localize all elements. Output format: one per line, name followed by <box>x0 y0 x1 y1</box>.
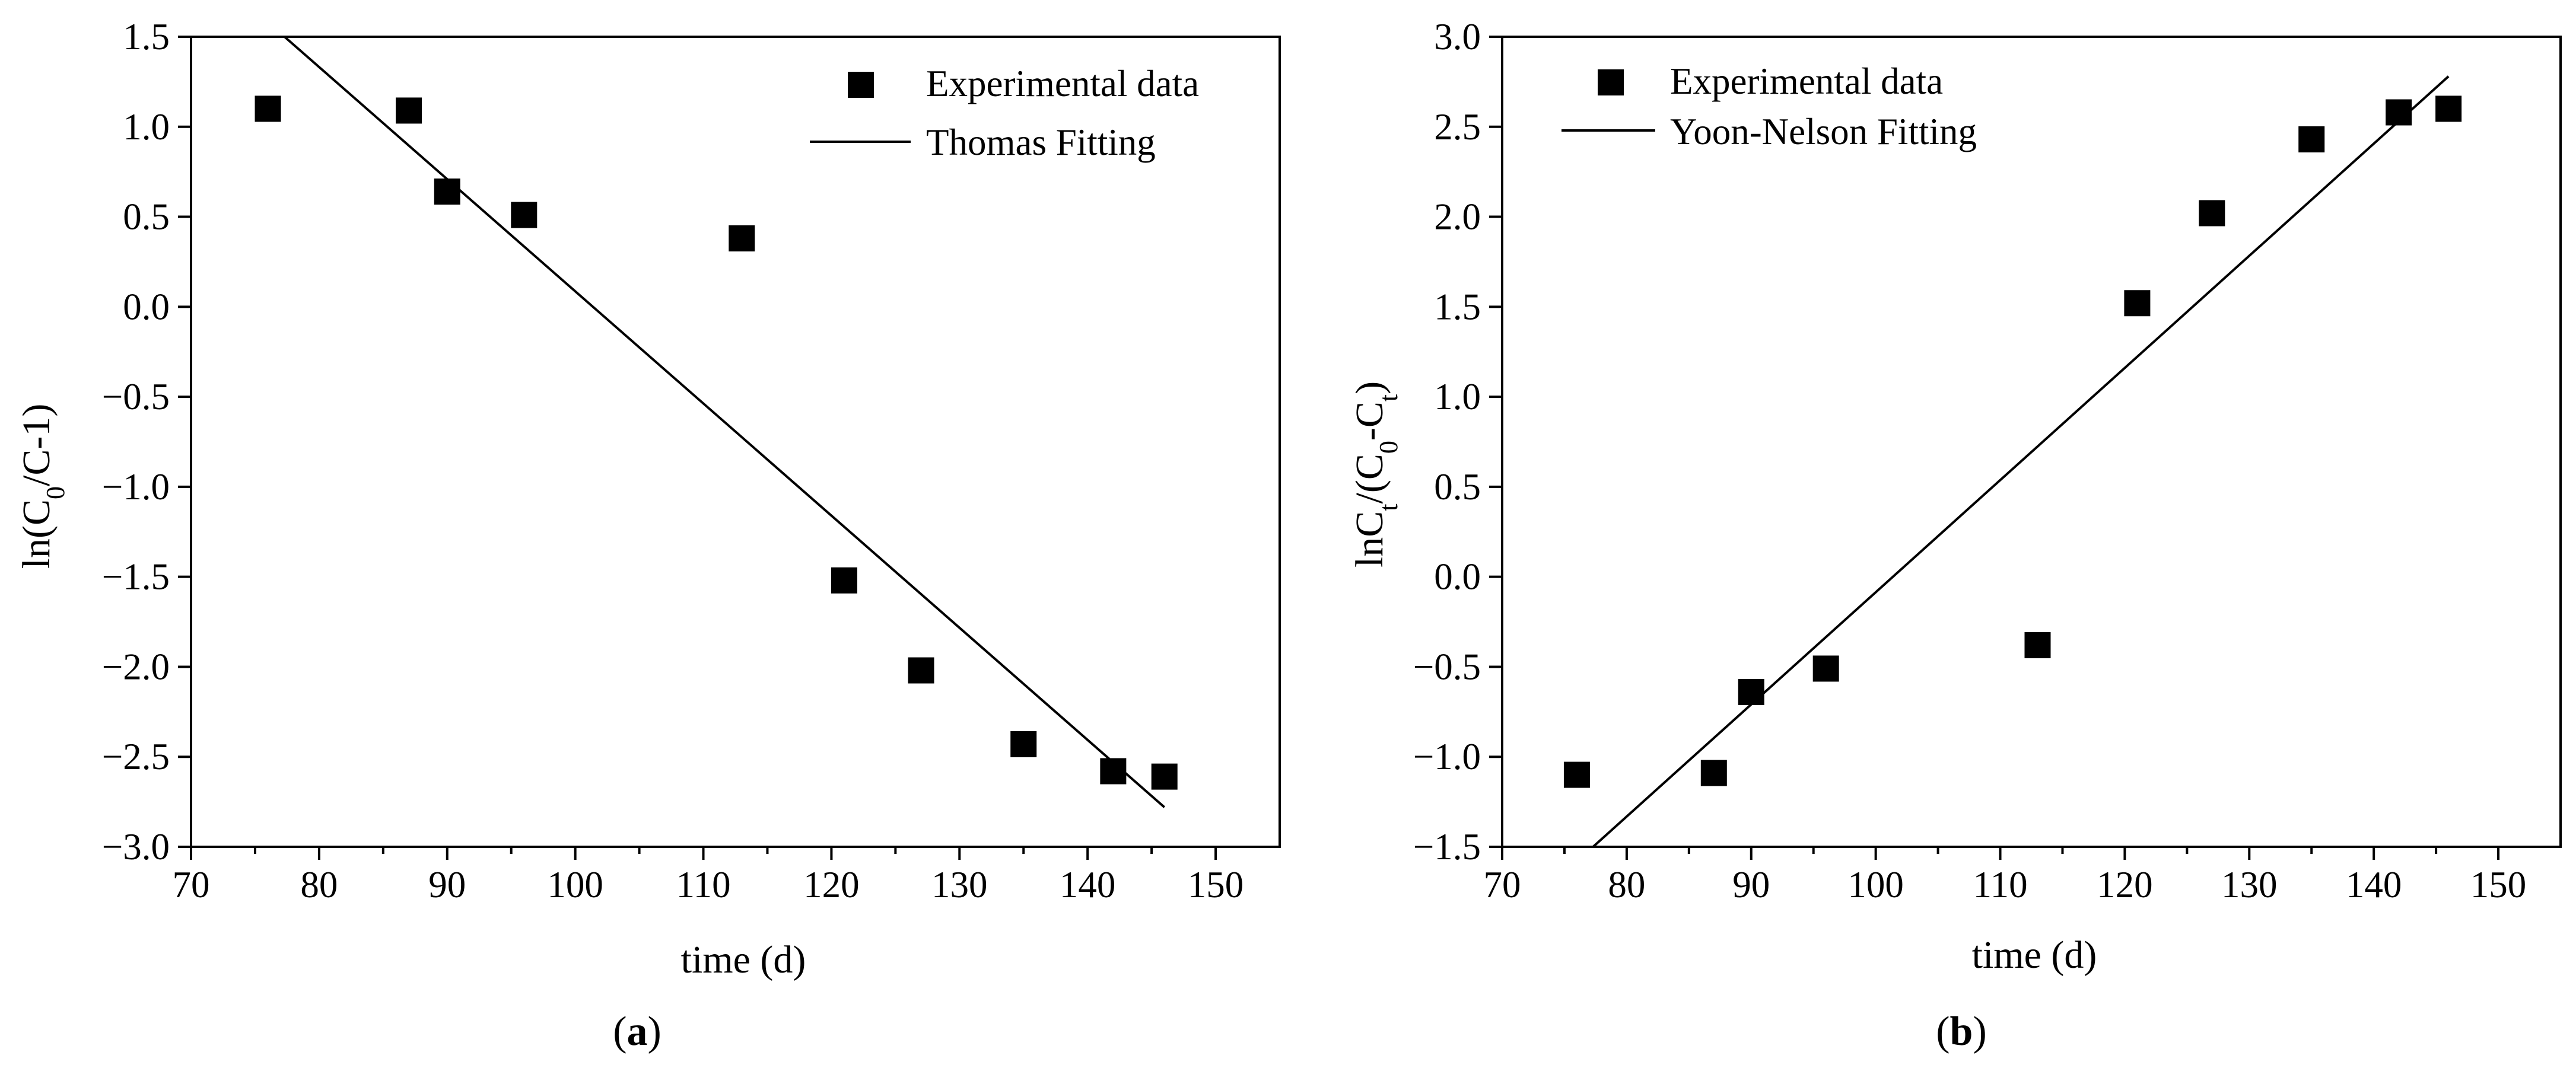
panel-b-x-tick-label: 100 <box>1847 864 1904 906</box>
panel-b-data-point <box>1700 760 1727 786</box>
panel-b-points-layer <box>1563 95 2462 788</box>
panel-b-y-tick-label: 3.0 <box>1434 16 1481 58</box>
panel-b-legend-marker-square <box>1598 69 1624 95</box>
panel-a-legend-label-experimental: Experimental data <box>926 63 1199 104</box>
panel-b-x-tick-label: 110 <box>1973 864 2027 906</box>
panel-a-data-point <box>1151 763 1178 790</box>
panel-b-y-tick-label: 0.0 <box>1434 556 1481 598</box>
panel-b-data-point <box>2386 99 2412 126</box>
panel-a-y-tick-label: 1.5 <box>123 16 170 58</box>
panel-a-data-point <box>729 225 755 251</box>
panel-a-y-axis-title: ln(C0/C-1) <box>15 404 70 569</box>
panel-b-legend-label-fit: Yoon-Nelson Fitting <box>1670 111 1977 152</box>
panel-a-x-axis-title: time (d) <box>681 938 806 981</box>
panel-b-plot-frame <box>1501 36 2562 848</box>
panel-b-y-tick-label: 0.5 <box>1434 466 1481 508</box>
panel-a-fit-line <box>284 36 1166 808</box>
panel-b-chart: 70 80 90 100 110 120 130 140 150 3.0 2.5 2.0 1.5 1.0 0… <box>1348 16 2562 1054</box>
panel-a-legend: Experimental data Thomas Fitting <box>810 63 1199 163</box>
panel-b-data-point <box>2024 632 2051 659</box>
panel-b-y-tick-label: 2.0 <box>1434 196 1481 238</box>
panel-b-data-point <box>2298 126 2325 153</box>
panel-b-data-point <box>2199 200 2225 227</box>
panel-a-data-point <box>434 178 460 205</box>
panel-a-y-tick-label: −1.5 <box>102 556 170 598</box>
panel-b-x-tick-label: 70 <box>1484 864 1521 906</box>
panel-a-y-tick-label: −3.0 <box>102 826 170 868</box>
panel-b-y-tick-label: −1.5 <box>1413 826 1481 868</box>
panel-a-x-tick-label: 90 <box>428 864 466 906</box>
panel-b-data-point <box>1812 655 1839 682</box>
panel-b-y-tick-label: 1.0 <box>1434 376 1481 417</box>
panel-a-x-tick-label: 110 <box>676 864 730 906</box>
panel-b-x-tick-label: 140 <box>2346 864 2402 906</box>
panel-a-legend-marker-square <box>848 72 874 98</box>
panel-a-tick-labels: 70 80 90 100 110 120 130 140 150 1.5 1.0 0.5 0.0 −0.5… <box>102 16 1244 906</box>
panel-a-data-point <box>908 657 934 684</box>
panel-b-y-tick-label: −1.0 <box>1413 736 1481 777</box>
panel-a-data-point <box>255 95 281 122</box>
panel-b-data-point <box>2435 95 2462 122</box>
panel-b-y-tick-label: 1.5 <box>1434 286 1481 327</box>
panel-a-y-tick-label: −0.5 <box>102 376 170 417</box>
panel-a-x-tick-label: 150 <box>1188 864 1244 906</box>
panel-a-y-tick-label: 0.5 <box>123 196 170 238</box>
panel-a-legend-label-fit: Thomas Fitting <box>926 122 1156 163</box>
panel-b-x-tick-label: 80 <box>1608 864 1645 906</box>
panel-b-y-tick-label: −0.5 <box>1413 646 1481 687</box>
panel-a-data-point <box>831 567 857 594</box>
panel-a-x-tick-label: 120 <box>803 864 860 906</box>
panel-a-y-tick-label: 0.0 <box>123 286 170 327</box>
panel-b-x-tick-label: 90 <box>1732 864 1770 906</box>
panel-a-x-tick-label: 80 <box>300 864 338 906</box>
panel-b-x-tick-label: 150 <box>2470 864 2527 906</box>
panel-a-y-tick-label: −1.0 <box>102 466 170 508</box>
panel-b-y-axis-title: lnCt/(C0-Ct) <box>1348 381 1403 568</box>
panel-a-fit-line-layer <box>284 36 1166 808</box>
panel-a-x-tick-label: 70 <box>173 864 210 906</box>
panel-a-y-tick-label: −2.0 <box>102 646 170 687</box>
panel-b-legend-label-experimental: Experimental data <box>1670 60 1943 102</box>
panel-b-ticks <box>1489 36 2500 860</box>
panel-a-data-point <box>1010 731 1037 757</box>
panel-a-y-tick-label: −2.5 <box>102 736 170 777</box>
panel-b-y-tick-label: 2.5 <box>1434 106 1481 148</box>
panel-a-chart: 70 80 90 100 110 120 130 140 150 1.5 1.0 0.5 0.0 −0.5… <box>15 16 1281 1054</box>
panel-b-data-point <box>1563 761 1590 788</box>
panel-b-fit-line-layer <box>1592 75 2450 848</box>
panel-b-tick-labels: 70 80 90 100 110 120 130 140 150 3.0 2.5 2.0 1.5 1.0 0… <box>1413 16 2527 906</box>
panel-a-data-point <box>1100 758 1127 785</box>
panel-b-x-tick-label: 130 <box>2221 864 2278 906</box>
panel-b-x-tick-label: 120 <box>2097 864 2153 906</box>
panel-b-x-axis-title: time (d) <box>1972 933 2097 977</box>
panel-a-points-layer <box>255 95 1178 790</box>
panel-a-x-tick-label: 130 <box>931 864 988 906</box>
panel-a-plot-frame <box>190 36 1281 848</box>
panel-a-x-tick-label: 100 <box>547 864 603 906</box>
panel-b-data-point <box>1738 678 1764 705</box>
panel-b-legend: Experimental data Yoon-Nelson Fitting <box>1561 60 1977 152</box>
panel-a-data-point <box>396 97 422 124</box>
panel-a-y-tick-label: 1.0 <box>123 106 170 148</box>
panel-a-caption: (a) <box>613 1009 662 1054</box>
panel-b-caption: (b) <box>1936 1009 1987 1054</box>
panel-b-data-point <box>2124 290 2151 317</box>
panel-a-data-point <box>511 202 538 228</box>
panel-b-fit-line <box>1592 75 2450 848</box>
panel-a-x-tick-label: 140 <box>1060 864 1116 906</box>
